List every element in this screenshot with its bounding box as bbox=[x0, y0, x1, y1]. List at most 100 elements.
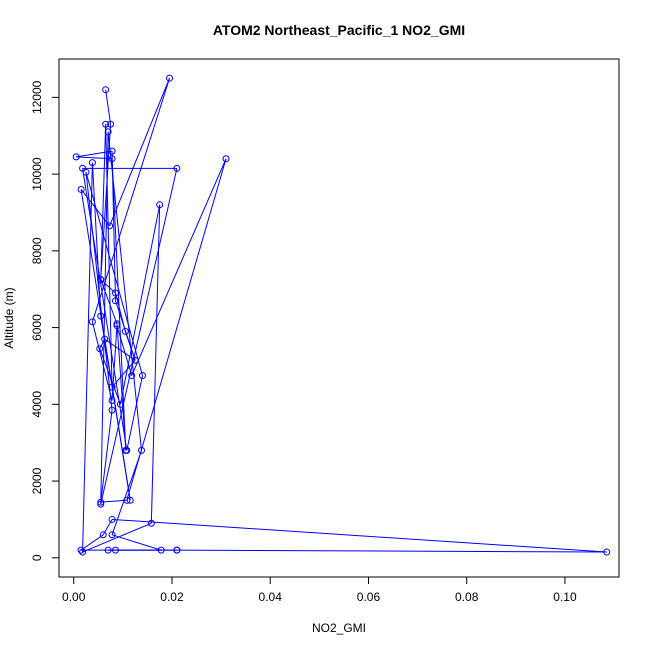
data-point bbox=[139, 372, 147, 380]
data-point bbox=[108, 396, 116, 404]
data-point bbox=[111, 289, 119, 297]
data-point bbox=[156, 201, 164, 209]
series-layer bbox=[72, 74, 611, 556]
data-point bbox=[116, 400, 124, 408]
data-point bbox=[96, 345, 104, 353]
series-segment bbox=[116, 325, 133, 376]
series-segment bbox=[80, 534, 104, 551]
series-segment bbox=[111, 450, 142, 535]
series-segment bbox=[100, 131, 109, 505]
x-tick-label: 0.00 bbox=[62, 590, 86, 604]
data-point bbox=[173, 546, 181, 554]
data-point bbox=[138, 446, 146, 454]
data-point bbox=[108, 155, 116, 163]
x-axis: 0.00 0.02 0.04 0.06 0.08 0.10 bbox=[62, 576, 577, 604]
series-segment bbox=[119, 204, 161, 405]
data-point bbox=[79, 548, 87, 556]
y-tick-label: 6000 bbox=[30, 314, 44, 341]
data-point bbox=[157, 546, 165, 554]
x-tick-label: 0.02 bbox=[160, 590, 184, 604]
x-tick-label: 0.10 bbox=[553, 590, 577, 604]
series-segment bbox=[109, 77, 170, 227]
series-segment bbox=[176, 549, 607, 553]
series-segment bbox=[126, 375, 143, 451]
data-point bbox=[107, 120, 115, 128]
x-tick-label: 0.08 bbox=[455, 590, 479, 604]
data-point bbox=[131, 356, 139, 364]
y-tick-label: 8000 bbox=[30, 237, 44, 264]
series-segment bbox=[85, 172, 143, 376]
data-point bbox=[104, 546, 112, 554]
chart-title: ATOM2 Northeast_Pacific_1 NO2_GMI bbox=[213, 22, 465, 38]
y-axis: 0 2000 4000 6000 8000 10000 12000 bbox=[30, 80, 60, 561]
data-point bbox=[79, 164, 87, 172]
x-axis-label: NO2_GMI bbox=[312, 621, 366, 635]
data-point bbox=[113, 322, 121, 330]
data-point bbox=[113, 320, 121, 328]
data-point bbox=[99, 531, 107, 539]
data-point bbox=[128, 372, 136, 380]
series-segment bbox=[82, 522, 152, 553]
data-point bbox=[222, 155, 230, 163]
series-segment bbox=[126, 158, 227, 501]
series-segment bbox=[107, 131, 143, 451]
data-point bbox=[97, 312, 105, 320]
data-point bbox=[106, 222, 114, 230]
data-point bbox=[108, 147, 116, 155]
series-segment bbox=[111, 534, 162, 551]
data-point bbox=[77, 546, 85, 554]
data-point bbox=[108, 531, 116, 539]
y-tick-label: 0 bbox=[30, 554, 44, 561]
data-point bbox=[111, 546, 119, 554]
series-segment bbox=[80, 189, 131, 501]
data-point bbox=[123, 446, 131, 454]
x-tick-label: 0.06 bbox=[357, 590, 381, 604]
data-point bbox=[108, 515, 116, 523]
data-point bbox=[72, 153, 80, 161]
series-segment bbox=[100, 499, 127, 503]
data-point bbox=[147, 519, 155, 527]
data-point bbox=[88, 318, 96, 326]
series-segment bbox=[76, 150, 113, 158]
series-segment bbox=[112, 518, 607, 553]
data-point bbox=[173, 164, 181, 172]
series-segment bbox=[80, 189, 110, 227]
y-axis-label: Altitude (m) bbox=[2, 287, 16, 348]
data-point bbox=[88, 159, 96, 167]
series-segment bbox=[111, 325, 118, 401]
series-segment bbox=[105, 89, 112, 125]
series-segment bbox=[150, 204, 161, 524]
series-segment bbox=[115, 300, 136, 361]
y-tick-label: 2000 bbox=[30, 467, 44, 494]
data-point bbox=[123, 496, 131, 504]
series-segment bbox=[100, 168, 178, 505]
data-point bbox=[166, 74, 174, 82]
data-point bbox=[108, 383, 116, 391]
x-tick-label: 0.04 bbox=[259, 590, 283, 604]
series-segment bbox=[85, 172, 113, 411]
series-segment bbox=[76, 156, 113, 160]
data-point bbox=[104, 128, 112, 136]
data-point bbox=[97, 500, 105, 508]
y-tick-label: 10000 bbox=[30, 157, 44, 191]
data-point bbox=[82, 168, 90, 176]
data-point bbox=[102, 86, 110, 94]
data-point bbox=[97, 498, 105, 506]
y-tick-label: 4000 bbox=[30, 391, 44, 418]
data-point bbox=[77, 185, 85, 193]
series-segment bbox=[82, 162, 93, 553]
series-segment bbox=[100, 124, 107, 280]
data-point bbox=[108, 406, 116, 414]
data-point bbox=[102, 120, 110, 128]
y-tick-label: 12000 bbox=[30, 80, 44, 114]
data-point bbox=[603, 548, 611, 556]
data-point bbox=[126, 496, 134, 504]
data-point bbox=[111, 297, 119, 305]
data-point bbox=[101, 335, 109, 343]
data-point bbox=[97, 276, 105, 284]
data-point bbox=[121, 327, 129, 335]
series-segment bbox=[131, 158, 227, 376]
